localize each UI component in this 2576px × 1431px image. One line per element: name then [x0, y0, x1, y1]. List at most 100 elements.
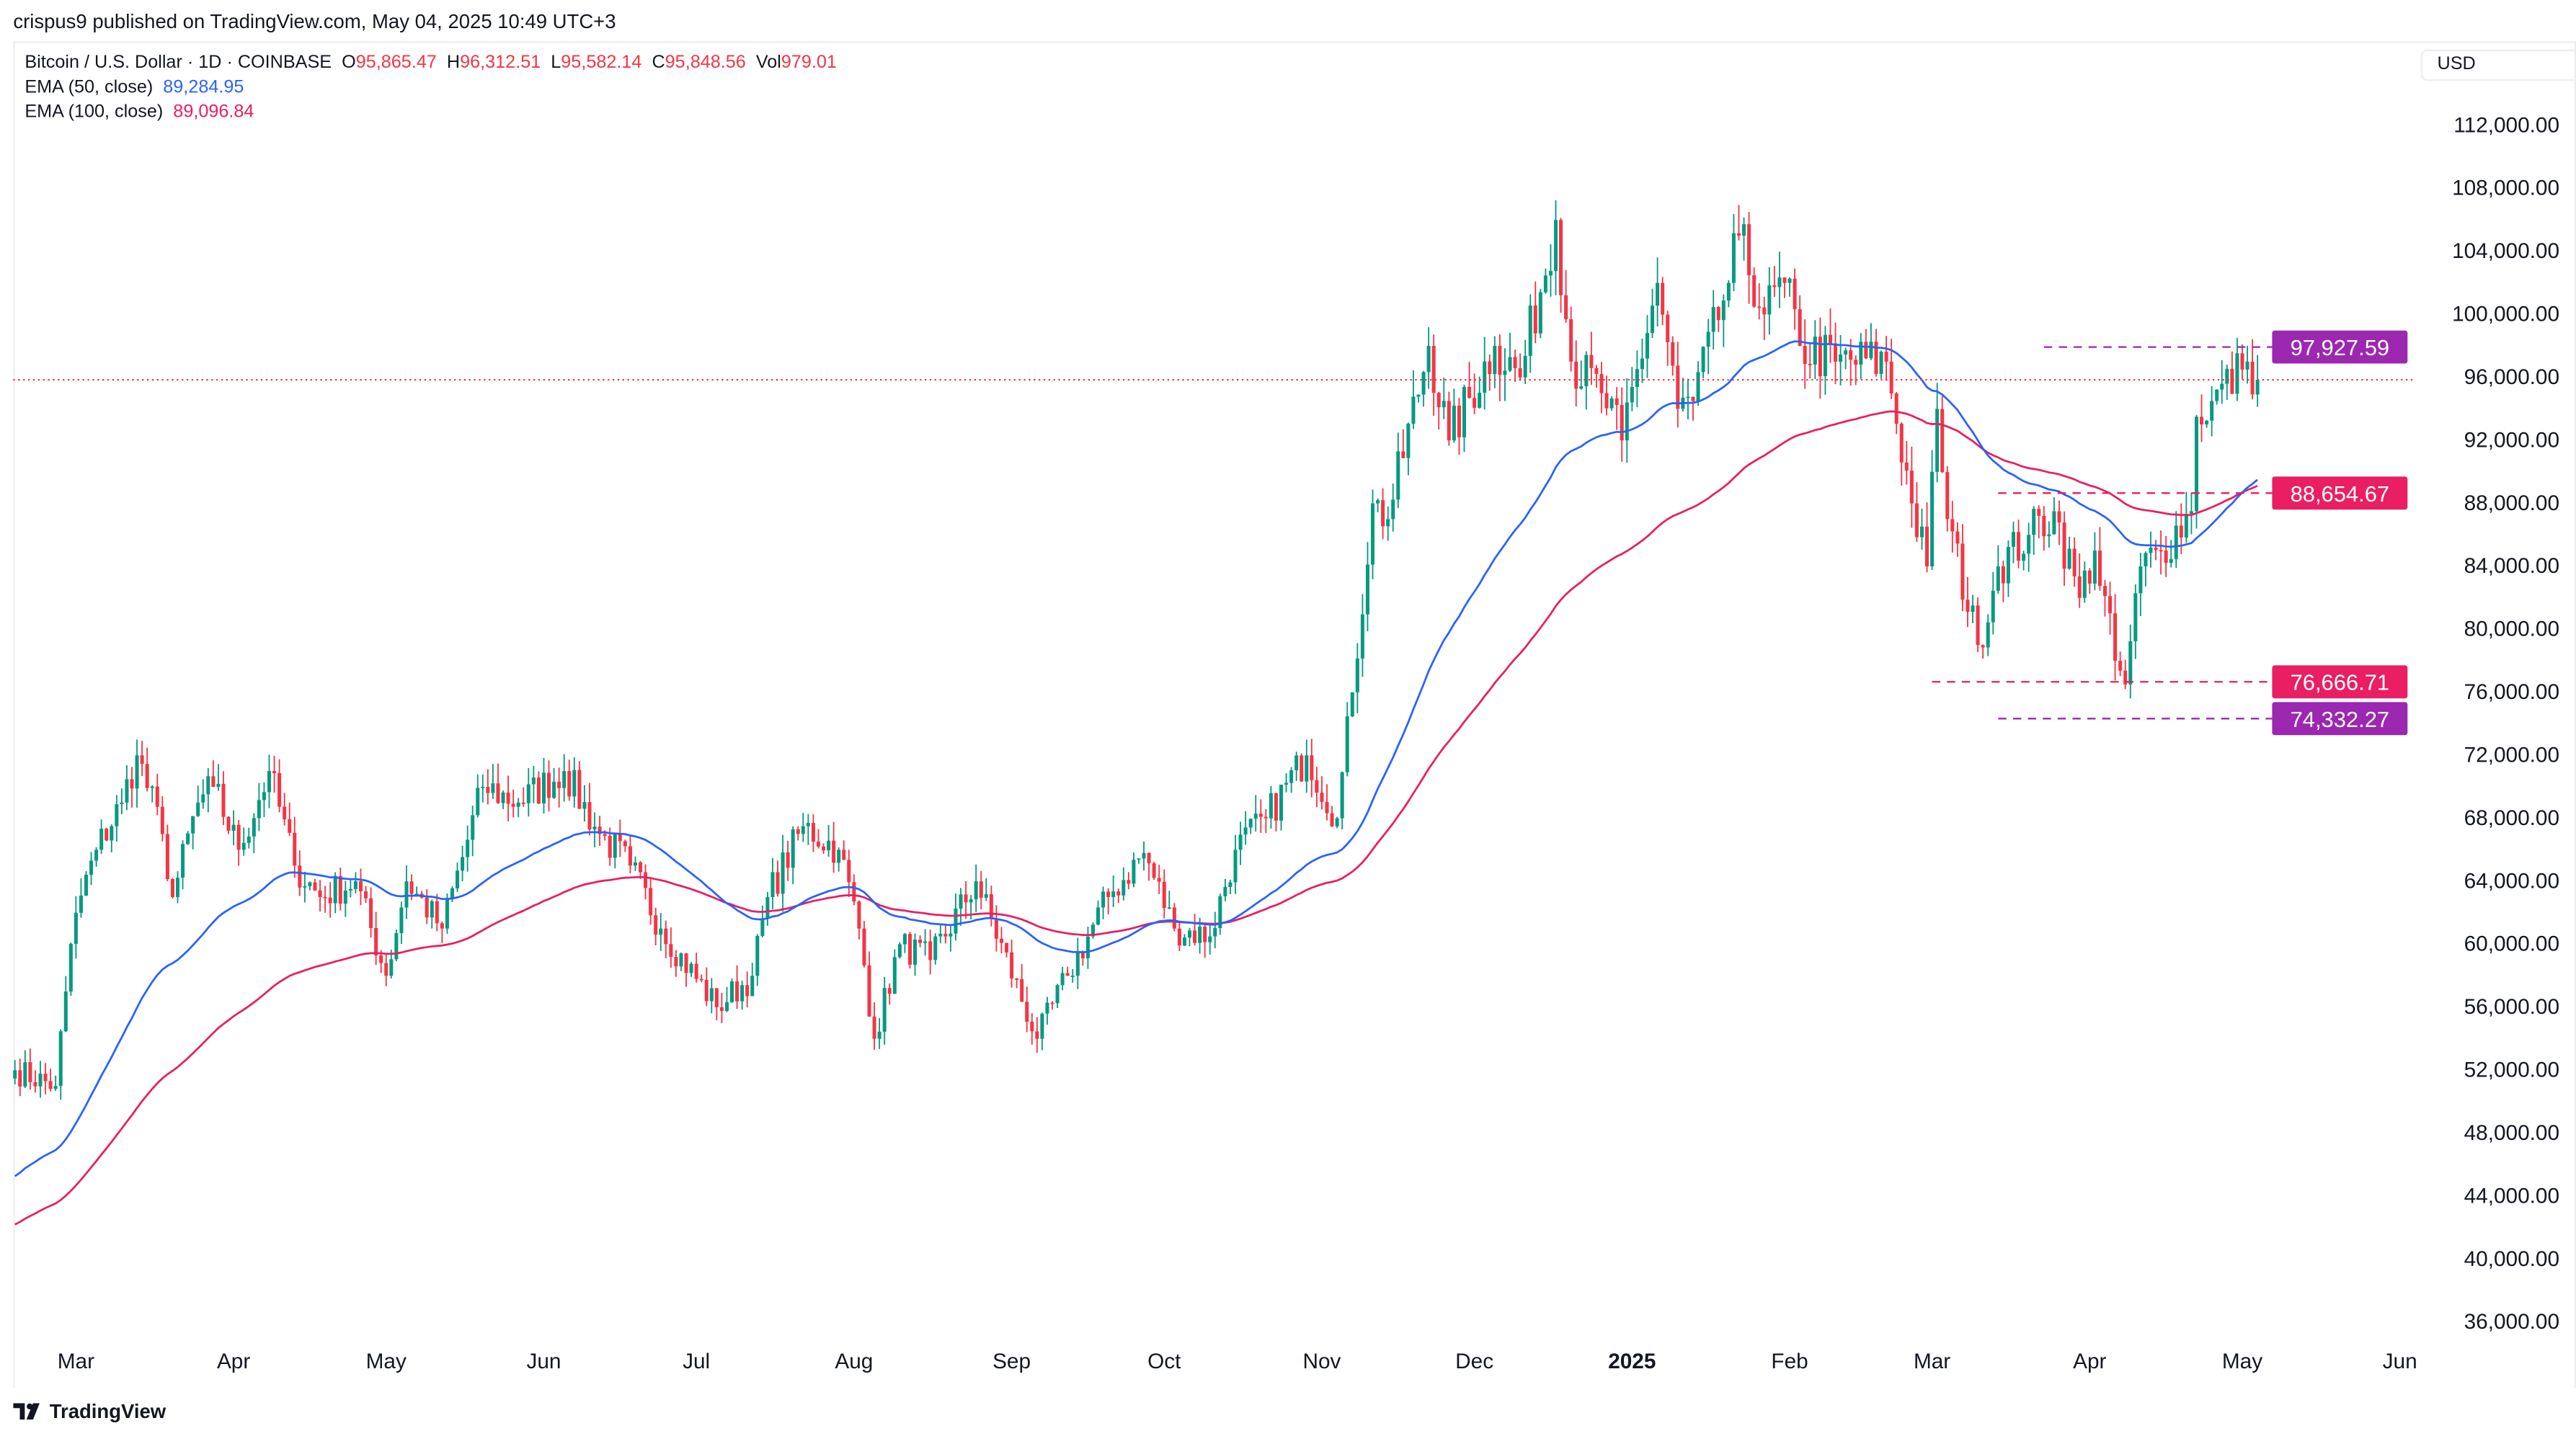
candle-body: [541, 772, 546, 804]
candle: [842, 840, 846, 860]
candle-body: [2011, 532, 2015, 547]
candle: [1793, 268, 1797, 330]
candle-body: [562, 771, 567, 788]
symbol-row: Bitcoin / U.S. Dollar · 1D · COINBASE O9…: [25, 51, 837, 76]
candle-body: [1330, 813, 1334, 826]
candle-body: [2128, 641, 2133, 685]
candle: [1553, 200, 1558, 295]
symbol-title[interactable]: Bitcoin / U.S. Dollar · 1D · COINBASE: [25, 53, 332, 73]
candle-body: [450, 888, 455, 899]
candle-body: [1085, 936, 1090, 958]
candle: [308, 881, 312, 891]
candle-body: [226, 816, 231, 831]
candle-body: [105, 829, 109, 841]
candle-body: [1742, 224, 1746, 236]
candle: [1040, 1012, 1044, 1051]
candle-body: [1793, 278, 1797, 310]
candle-body: [2230, 368, 2234, 394]
candle-body: [1452, 406, 1456, 441]
candle: [1248, 819, 1253, 834]
candle: [1091, 922, 1095, 939]
candle-body: [1340, 772, 1344, 819]
candle-body: [1137, 858, 1141, 860]
tradingview-logo[interactable]: TradingView: [13, 1400, 166, 1423]
candle: [796, 826, 800, 841]
ema100-row[interactable]: EMA (100, close) 89,096.84: [25, 101, 837, 125]
candle: [1223, 878, 1227, 901]
candle: [1060, 966, 1065, 991]
candle-body: [577, 770, 582, 809]
candle-body: [1574, 361, 1578, 389]
candle-body: [481, 786, 485, 788]
candle: [1228, 879, 1233, 895]
candle: [1899, 422, 1904, 486]
candle-body: [1157, 878, 1161, 882]
candle: [745, 971, 750, 1008]
y-tick-label: 68,000.00: [2464, 806, 2559, 830]
candle-body: [1604, 393, 1609, 409]
candle: [1859, 333, 1863, 380]
currency-button[interactable]: USD: [2420, 49, 2576, 81]
candle: [2128, 624, 2133, 699]
candle: [1742, 217, 1746, 261]
candle: [1483, 336, 1487, 410]
candle: [38, 1061, 43, 1098]
candle-body: [211, 776, 216, 787]
candle-body: [699, 978, 703, 981]
candle-body: [1615, 398, 1619, 405]
candle-body: [1127, 880, 1131, 884]
candle: [1955, 522, 1960, 557]
candle: [1986, 614, 1990, 656]
candle: [1594, 365, 1599, 388]
candle-body: [1772, 285, 1777, 287]
candle-body: [1864, 342, 1868, 359]
candle: [18, 1058, 22, 1097]
candle-body: [1020, 978, 1024, 1002]
candle-body: [704, 979, 709, 1002]
ema50-row[interactable]: EMA (50, close) 89,284.95: [25, 76, 837, 100]
candle-body: [384, 963, 388, 976]
candle: [283, 793, 287, 826]
candle: [1345, 702, 1349, 777]
candle: [1548, 244, 1553, 297]
y-tick-label: 112,000.00: [2453, 113, 2559, 137]
candle: [684, 953, 688, 987]
candle: [1376, 498, 1380, 513]
candle: [1620, 387, 1624, 462]
candle-body: [496, 783, 500, 803]
candle: [618, 819, 622, 857]
candle-body: [1971, 605, 1975, 612]
candle: [1523, 339, 1527, 384]
candle-body: [2169, 558, 2173, 563]
candle: [1305, 739, 1309, 793]
candle: [226, 816, 231, 834]
candle: [2184, 491, 2188, 543]
candle: [623, 839, 627, 852]
candle: [1498, 334, 1502, 401]
candle: [1396, 432, 1400, 509]
candle-body: [1045, 1002, 1049, 1014]
candle: [1996, 545, 2000, 594]
candle: [567, 759, 572, 801]
candle: [1015, 978, 1019, 989]
candle-body: [1839, 354, 1843, 362]
candle: [130, 767, 134, 808]
candle: [1213, 911, 1217, 949]
candle: [1452, 388, 1456, 443]
candle: [994, 905, 998, 952]
volume-value: 979.01: [781, 53, 837, 73]
candle: [1386, 506, 1390, 541]
candle: [175, 871, 180, 904]
candle: [425, 888, 429, 924]
candle-body: [1488, 361, 1492, 375]
candle: [2230, 351, 2234, 395]
candle: [918, 935, 923, 948]
candle: [1416, 394, 1421, 403]
candle-body: [1187, 930, 1192, 938]
candle-body: [23, 1062, 27, 1087]
candle-body: [633, 862, 637, 866]
candle-body: [323, 896, 327, 899]
candle: [1772, 266, 1777, 297]
candle-body: [1320, 793, 1324, 802]
